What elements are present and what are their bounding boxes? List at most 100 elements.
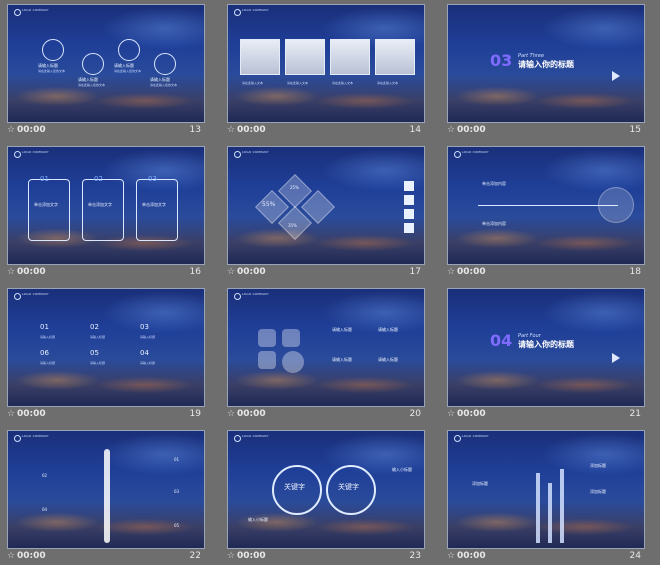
section-title: 请输入你的标题 <box>518 60 574 69</box>
percent-3: 35% <box>288 223 297 228</box>
slide-meta: ☆ 00:00 20 <box>227 409 425 421</box>
slide-thumb-19[interactable]: LOGO COMPANY 01 02 03 06 05 04 请输入标题 请输入… <box>0 284 205 423</box>
slide-thumb-20[interactable]: LOGO COMPANY 请输入标题 请输入标题 请输入标题 请输入标题 ☆ 0… <box>220 284 425 423</box>
label-3: 添加标题 <box>590 489 606 494</box>
slide-canvas[interactable]: LOGO COMPANY 01 02 03 06 05 04 请输入标题 请输入… <box>7 288 205 407</box>
num-01: 01 <box>40 323 49 331</box>
cloud-icon <box>404 223 414 233</box>
slide-meta: ☆ 00:00 13 <box>7 125 205 137</box>
slide-thumb-23[interactable]: LOGO COMPANY 关键字 关键字 输入小标题 输入小标题 ☆ 00:00… <box>220 426 425 565</box>
slide-meta: ☆ 00:00 17 <box>227 267 425 279</box>
slide-canvas[interactable]: LOGO COMPANY 55% 25% 35% <box>227 146 425 265</box>
slide-time: 00:00 <box>17 267 46 277</box>
section-number: 04 <box>490 331 513 350</box>
slide-number: 18 <box>629 267 641 277</box>
title-3: 请输入标题 <box>114 63 134 68</box>
logo-icon <box>454 151 461 158</box>
slide-meta: ☆ 00:00 15 <box>447 125 645 137</box>
percent-2: 25% <box>290 185 299 190</box>
slide-thumb-24[interactable]: LOGO COMPANY 添加标题 添加标题 添加标题 ☆ 00:00 24 <box>440 426 645 565</box>
slide-canvas[interactable]: LOGO COMPANY 请输入标题 请输入标题 请输入标题 请输入标题 <box>227 288 425 407</box>
slide-canvas[interactable]: LOGO COMPANY 关键字 关键字 输入小标题 输入小标题 <box>227 430 425 549</box>
triangle-icon <box>612 71 620 81</box>
num-05: 05 <box>90 349 99 357</box>
section-title: 请输入你的标题 <box>518 340 574 349</box>
num-06: 06 <box>40 349 49 357</box>
slide-time: 00:00 <box>457 267 486 277</box>
slide-meta: ☆ 00:00 18 <box>447 267 645 279</box>
slide-thumb-13[interactable]: LOGO COMPANY 请输入标题 请在此输入您的文本 请输入标题 请在此输入… <box>0 0 205 139</box>
logo-icon <box>14 9 21 16</box>
title-2: 请输入标题 <box>78 77 98 82</box>
slide-time: 00:00 <box>237 125 266 135</box>
label: 请输入标题 <box>140 361 156 365</box>
transition-icon: ☆ <box>7 125 16 135</box>
slide-canvas[interactable]: 04 Part Four 请输入你的标题 <box>447 288 645 407</box>
slide-number: 16 <box>189 267 201 277</box>
slide-canvas[interactable]: LOGO COMPANY 添加标题 添加标题 添加标题 <box>447 430 645 549</box>
slide-thumb-16[interactable]: LOGO COMPANY 01 02 03 单击添加文字 单击添加文字 单击添加… <box>0 142 205 281</box>
label: 请输入标题 <box>332 327 352 332</box>
arrow-stem <box>560 469 564 543</box>
slide-time: 00:00 <box>237 267 266 277</box>
slide-meta: ☆ 00:00 19 <box>7 409 205 421</box>
logo-icon <box>234 151 241 158</box>
slide-thumb-15[interactable]: 03 Part Three 请输入你的标题 ☆ 00:00 15 <box>440 0 645 139</box>
logo-icon <box>234 435 241 442</box>
logo-icon <box>454 435 461 442</box>
label-2: 添加标题 <box>472 481 488 486</box>
user-icon <box>42 39 64 61</box>
section-part: Part Three <box>518 53 545 59</box>
text-2: 请在此输入您的文本 <box>78 83 106 87</box>
sub-2: 输入小标题 <box>248 517 268 522</box>
text-1: 请在此输入您的文本 <box>38 69 66 73</box>
team-icon <box>118 39 140 61</box>
triangle-icon <box>612 353 620 363</box>
slide-canvas[interactable]: LOGO COMPANY 单击添加内容 单击添加内容 <box>447 146 645 265</box>
slide-thumb-21[interactable]: 04 Part Four 请输入你的标题 ☆ 00:00 21 <box>440 284 645 423</box>
ribbon-card <box>28 179 70 241</box>
transition-icon: ☆ <box>227 551 236 561</box>
photo <box>240 39 280 75</box>
transition-icon: ☆ <box>7 409 16 419</box>
photo <box>285 39 325 75</box>
logo-icon <box>234 293 241 300</box>
transition-icon: ☆ <box>227 409 236 419</box>
caption-1: 请在此输入文本 <box>242 81 264 85</box>
logo-icon <box>14 151 21 158</box>
slide-canvas[interactable]: LOGO COMPANY 请在此输入文本 请在此输入文本 请在此输入文本 请在此… <box>227 4 425 123</box>
tag-05: 05 <box>174 523 180 528</box>
transition-icon: ☆ <box>447 267 456 277</box>
slide-thumb-18[interactable]: LOGO COMPANY 单击添加内容 单击添加内容 ☆ 00:00 18 <box>440 142 645 281</box>
chart-icon <box>282 329 300 347</box>
num-04: 04 <box>140 349 149 357</box>
slide-thumb-14[interactable]: LOGO COMPANY 请在此输入文本 请在此输入文本 请在此输入文本 请在此… <box>220 0 425 139</box>
slide-canvas[interactable]: LOGO COMPANY 01 02 03 04 05 <box>7 430 205 549</box>
slide-canvas[interactable]: 03 Part Three 请输入你的标题 <box>447 4 645 123</box>
transition-icon: ☆ <box>7 267 16 277</box>
slide-number: 13 <box>189 125 201 135</box>
ribbon-card <box>82 179 124 241</box>
text-3: 请在此输入您的文本 <box>114 69 142 73</box>
slide-thumb-17[interactable]: LOGO COMPANY 55% 25% 35% ☆ 00:00 17 <box>220 142 425 281</box>
logo-text: LOGO COMPANY <box>242 292 269 296</box>
slide-canvas[interactable]: LOGO COMPANY 01 02 03 单击添加文字 单击添加文字 单击添加… <box>7 146 205 265</box>
sub-1: 输入小标题 <box>392 467 412 472</box>
photo <box>375 39 415 75</box>
slide-number: 23 <box>409 551 421 561</box>
slide-time: 00:00 <box>17 409 46 419</box>
label-1: 添加标题 <box>590 463 606 468</box>
tag-02: 02 <box>42 473 48 478</box>
label: 请输入标题 <box>90 361 106 365</box>
slide-thumb-22[interactable]: LOGO COMPANY 01 02 03 04 05 ☆ 00:00 22 <box>0 426 205 565</box>
logo-text: LOGO COMPANY <box>22 434 49 438</box>
transition-icon: ☆ <box>447 409 456 419</box>
card-title-2: 单击添加文字 <box>88 202 112 207</box>
section-number: 03 <box>490 51 513 70</box>
caption-4: 请在此输入文本 <box>377 81 399 85</box>
logo-text: LOGO COMPANY <box>242 434 269 438</box>
settings-icon <box>404 209 414 219</box>
logo-text: LOGO COMPANY <box>242 150 269 154</box>
slide-canvas[interactable]: LOGO COMPANY 请输入标题 请在此输入您的文本 请输入标题 请在此输入… <box>7 4 205 123</box>
